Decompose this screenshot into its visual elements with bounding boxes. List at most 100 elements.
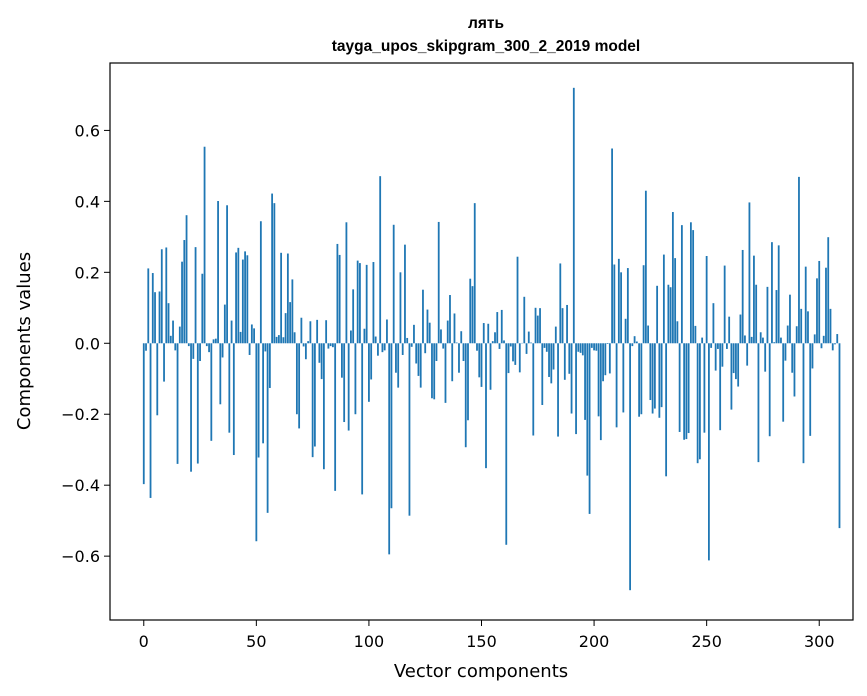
x-axis-label: Vector components: [394, 661, 568, 682]
bars-group: [142, 87, 841, 591]
bar: [327, 343, 330, 349]
bar: [370, 343, 373, 380]
bar: [708, 343, 710, 561]
bar: [244, 251, 246, 344]
bar: [559, 263, 562, 344]
bar: [771, 242, 773, 344]
bar: [149, 343, 152, 498]
bar: [356, 260, 359, 344]
y-tick-label: 0.6: [75, 121, 100, 140]
bar: [651, 343, 654, 414]
bar: [453, 313, 456, 344]
bar: [665, 343, 668, 477]
bar: [165, 247, 168, 344]
bar: [379, 176, 382, 344]
bar: [181, 261, 183, 344]
y-axis-ticks: −0.6 −0.4 −0.2 0.0 0.2 0.4 0.6: [61, 121, 110, 566]
bar: [392, 224, 395, 344]
bar: [395, 343, 397, 373]
bar: [757, 343, 760, 463]
bar: [692, 230, 695, 344]
bar: [399, 272, 402, 344]
bar: [572, 87, 575, 344]
bar: [241, 259, 244, 344]
bar: [620, 272, 622, 344]
bar: [653, 343, 656, 409]
bar: [424, 343, 427, 354]
bar: [359, 263, 361, 344]
bar: [739, 314, 742, 344]
bar: [311, 343, 314, 458]
bar: [662, 254, 665, 344]
bar: [622, 343, 625, 413]
bar: [590, 343, 593, 348]
bar: [687, 343, 690, 434]
bar: [458, 343, 460, 373]
bar: [417, 343, 420, 376]
bar: [383, 343, 386, 351]
bar: [694, 325, 697, 344]
bar: [604, 343, 607, 376]
bar: [518, 343, 521, 373]
bar: [482, 323, 485, 344]
bar: [413, 324, 415, 344]
bar: [444, 343, 447, 403]
bar: [426, 309, 429, 344]
bar: [257, 343, 260, 458]
bar: [271, 193, 274, 344]
bar: [487, 323, 490, 344]
bar: [489, 343, 492, 390]
bar: [230, 320, 233, 344]
bar: [626, 268, 629, 344]
bar: [615, 343, 618, 428]
bar: [737, 343, 740, 387]
bar: [820, 343, 823, 349]
bar: [660, 343, 663, 408]
bar: [422, 289, 424, 344]
bar: [428, 322, 431, 344]
bar: [255, 343, 258, 542]
x-tick-label: 50: [246, 632, 266, 651]
bar: [633, 336, 636, 344]
bar: [597, 343, 600, 417]
bar: [705, 256, 708, 344]
bar: [647, 325, 650, 344]
bar: [478, 343, 481, 378]
bar: [631, 343, 634, 347]
bar: [721, 343, 724, 367]
bar: [332, 343, 334, 348]
bar: [584, 343, 586, 420]
bar: [699, 343, 701, 460]
bar: [406, 337, 409, 344]
y-tick-label: 0.4: [75, 192, 100, 211]
bar: [685, 343, 688, 440]
bar: [545, 343, 548, 352]
bar: [374, 336, 377, 344]
bar: [541, 343, 544, 405]
bar: [221, 343, 224, 358]
bar: [829, 308, 832, 344]
bar: [183, 240, 186, 344]
bar: [304, 343, 307, 360]
bar: [509, 343, 512, 347]
bar: [363, 328, 366, 344]
bar: [404, 244, 406, 344]
bar: [838, 343, 841, 529]
bar: [786, 325, 789, 344]
bar: [280, 252, 283, 344]
bar: [282, 337, 285, 344]
bar: [336, 243, 339, 344]
bar: [678, 343, 681, 432]
bar: [316, 319, 319, 344]
x-axis-ticks: 0 50 100 150 200 250 300: [139, 620, 835, 651]
bar: [512, 343, 514, 362]
bar: [577, 343, 580, 352]
bar: [813, 334, 816, 344]
bar: [505, 343, 508, 545]
bar: [530, 342, 532, 344]
bar: [629, 343, 631, 591]
bar: [816, 278, 818, 344]
bar: [548, 343, 550, 377]
bar: [635, 341, 638, 344]
bar: [365, 264, 368, 344]
